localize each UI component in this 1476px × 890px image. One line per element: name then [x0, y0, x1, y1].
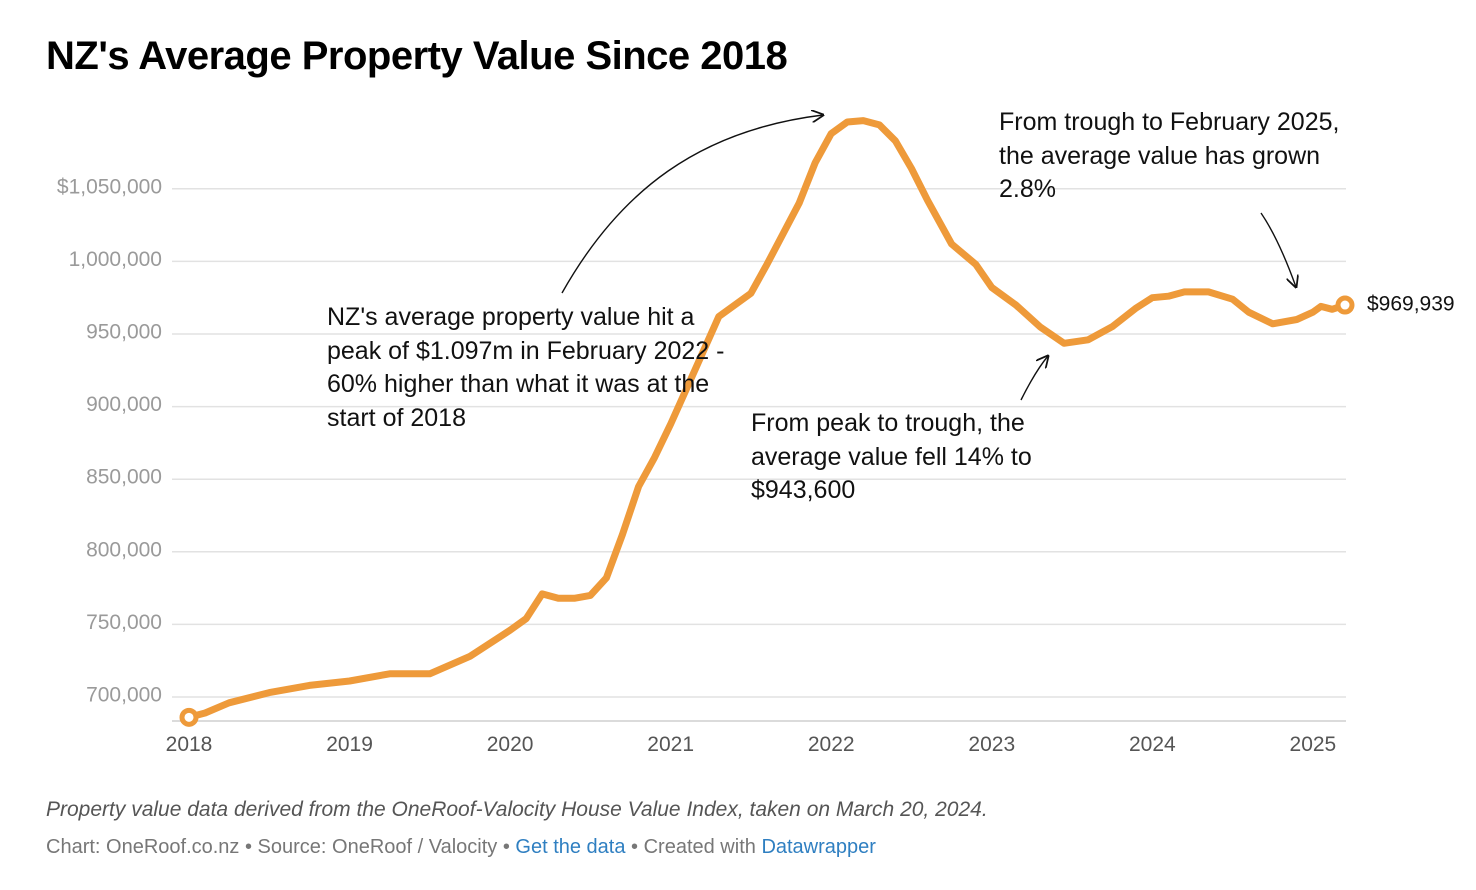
datawrapper-link[interactable]: Datawrapper: [761, 836, 876, 858]
credits-created-text: • Created with: [625, 836, 762, 858]
x-tick-label: 2022: [808, 733, 855, 756]
y-axis-ticks: 700,000 750,000 800,000 850,000 900,000 950,0…: [57, 175, 162, 706]
chart-credits: Chart: OneRoof.co.nz • Source: OneRoof /…: [46, 836, 876, 859]
x-tick-label: 2024: [1129, 733, 1176, 756]
trough-annotation: From peak to trough, the average value f…: [751, 409, 1032, 504]
end-value-label: $969,939: [1367, 293, 1455, 316]
y-tick-label: 800,000: [86, 538, 162, 561]
y-tick-label: $1,050,000: [57, 175, 162, 198]
peak-annotation: NZ's average property value hit a peak o…: [327, 303, 725, 432]
x-axis-ticks: 2018 2019 2020 2021 2022 2023 2024 2025: [166, 733, 1337, 756]
annotation-arrows: [561, 115, 1296, 401]
line-chart: 700,000 750,000 800,000 850,000 900,000 950,0…: [57, 0, 1455, 756]
x-tick-label: 2025: [1290, 733, 1337, 756]
end-point-marker: [1335, 295, 1355, 315]
y-tick-label: 700,000: [86, 684, 162, 707]
peak-annotation-arrow: [561, 115, 823, 294]
x-tick-label: 2021: [647, 733, 694, 756]
series-line: [185, 117, 1349, 721]
y-tick-label: 750,000: [86, 611, 162, 634]
recovery-annotation: From trough to February 2025, the averag…: [999, 108, 1340, 203]
credits-source-text: Chart: OneRoof.co.nz • Source: OneRoof /…: [46, 836, 516, 858]
gridlines: [172, 188, 1346, 722]
chart-title: NZ's Average Property Value Since 2018: [46, 34, 788, 78]
y-tick-label: 950,000: [86, 321, 162, 344]
x-tick-label: 2019: [326, 733, 373, 756]
start-point-marker: [179, 707, 199, 727]
y-tick-label: 900,000: [86, 393, 162, 416]
x-tick-label: 2020: [487, 733, 534, 756]
y-tick-label: 1,000,000: [69, 248, 162, 271]
x-tick-label: 2018: [166, 733, 213, 756]
y-tick-label: 850,000: [86, 466, 162, 489]
recovery-annotation-arrow: [1260, 212, 1296, 287]
trough-annotation-arrow: [1020, 356, 1048, 401]
get-the-data-link[interactable]: Get the data: [515, 836, 626, 858]
x-tick-label: 2023: [968, 733, 1015, 756]
data-source-note: Property value data derived from the One…: [46, 798, 988, 821]
